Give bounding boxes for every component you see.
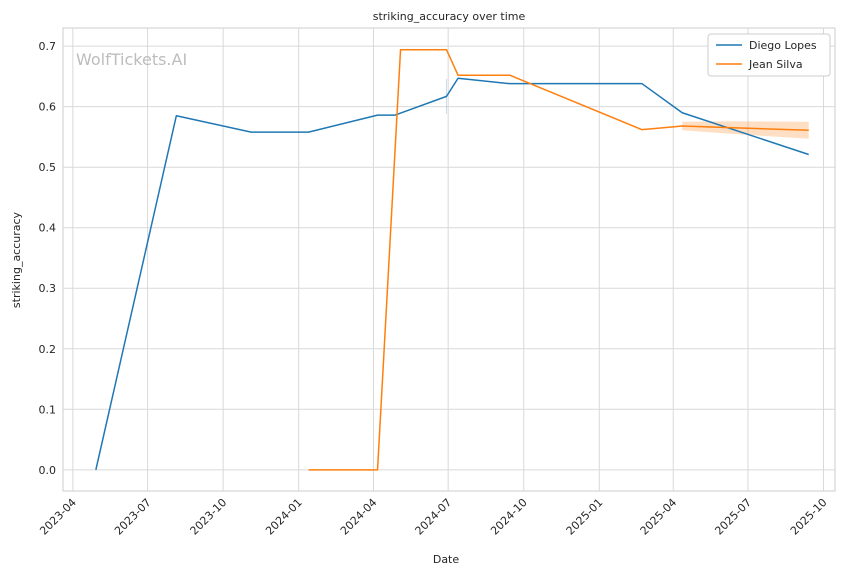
x-tick-label: 2025-04 (638, 496, 680, 538)
x-tick-label: 2025-10 (788, 496, 830, 538)
legend: Diego Lopes Jean Silva (707, 33, 831, 77)
series-line-diego-lopes (95, 77, 809, 470)
y-axis-title: striking_accuracy (10, 211, 23, 308)
y-tick-label: 0.1 (39, 403, 57, 416)
x-tick-label: 2023-10 (188, 496, 230, 538)
y-tick-label: 0.2 (39, 343, 57, 356)
series-lines (95, 49, 809, 471)
y-tick-label: 0.0 (39, 464, 57, 477)
x-tick-label: 2023-04 (37, 496, 79, 538)
x-tick-label: 2025-01 (564, 496, 606, 538)
x-tick-label: 2024-01 (263, 496, 305, 538)
y-axis-ticks: 0.0 0.1 0.2 0.3 0.4 0.5 0.6 0.7 (39, 40, 57, 477)
watermark: WolfTickets.AI (76, 50, 187, 69)
x-tick-label: 2024-10 (488, 496, 530, 538)
y-tick-label: 0.3 (39, 282, 57, 295)
y-tick-label: 0.7 (39, 40, 57, 53)
x-tick-label: 2024-07 (413, 496, 455, 538)
grid-lines (63, 28, 835, 491)
y-tick-label: 0.4 (39, 222, 57, 235)
confidence-band-jean-silva (682, 121, 809, 139)
x-tick-label: 2024-04 (338, 496, 380, 538)
x-tick-label: 2025-07 (712, 496, 754, 538)
x-axis-title: Date (433, 553, 460, 566)
y-tick-label: 0.5 (39, 161, 57, 174)
x-axis-ticks: 2023-04 2023-07 2023-10 2024-01 2024-04 2024-… (37, 496, 829, 538)
series-line-jean-silva (308, 49, 809, 471)
plot-background (62, 27, 836, 492)
x-tick-label: 2023-07 (112, 496, 154, 538)
y-tick-label: 0.6 (39, 101, 57, 114)
legend-label-jean-silva: Jean Silva (748, 58, 803, 71)
legend-label-diego-lopes: Diego Lopes (749, 39, 817, 52)
chart-title: striking_accuracy over time (373, 10, 526, 23)
